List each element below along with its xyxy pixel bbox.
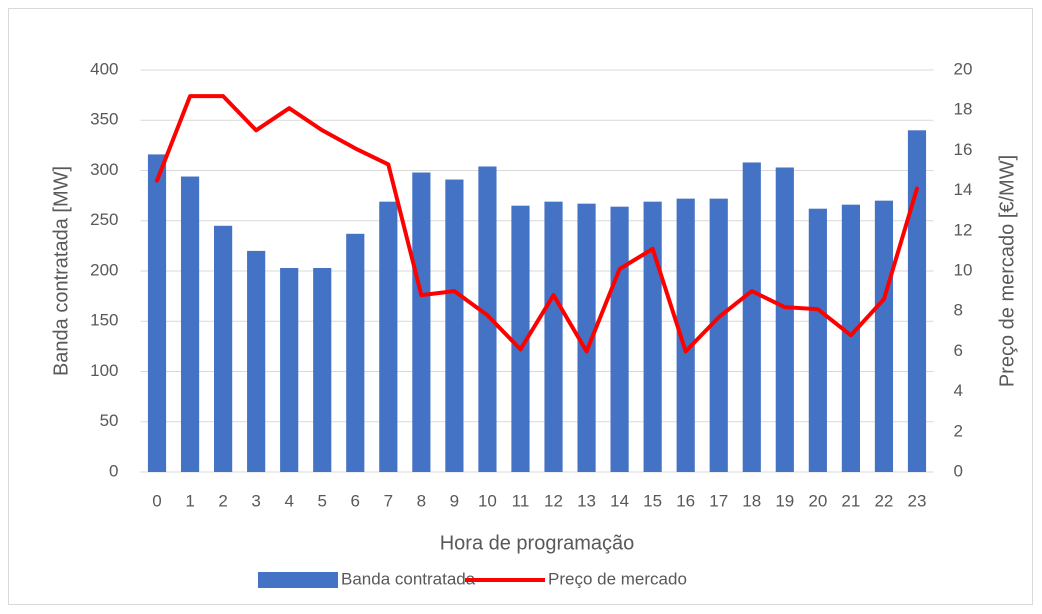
bar xyxy=(478,166,497,473)
y-tick-label: 200 xyxy=(90,260,118,279)
x-tick-label: 14 xyxy=(610,491,629,510)
bar xyxy=(907,130,927,473)
x-tick-label: 1 xyxy=(185,491,194,510)
bar xyxy=(676,198,695,472)
bar xyxy=(808,208,827,472)
bar xyxy=(742,162,761,472)
bar xyxy=(874,200,894,472)
y2-tick-label: 20 xyxy=(954,59,973,78)
x-tick-label: 15 xyxy=(643,491,662,510)
legend-label: Preço de mercado xyxy=(548,569,687,588)
y-tick-label: 300 xyxy=(90,160,118,179)
x-tick-label: 23 xyxy=(908,491,927,510)
y-tick-label: 50 xyxy=(100,411,119,430)
bar xyxy=(511,205,530,473)
bar xyxy=(147,154,167,473)
x-tick-label: 22 xyxy=(874,491,893,510)
x-axis-label: Hora de programação xyxy=(440,532,635,554)
y2-tick-label: 16 xyxy=(954,140,973,159)
y2-tick-label: 14 xyxy=(954,180,973,199)
x-tick-label: 16 xyxy=(676,491,695,510)
y2-tick-label: 18 xyxy=(954,100,973,119)
bar xyxy=(379,201,398,472)
bar xyxy=(412,172,431,472)
y2-tick-label: 4 xyxy=(954,381,963,400)
legend-label: Banda contratada xyxy=(341,569,476,588)
y-tick-label: 400 xyxy=(90,59,118,78)
y-tick-label: 150 xyxy=(90,311,118,330)
y2-axis-label: Preço de mercado [€/MW] xyxy=(996,155,1018,387)
x-tick-label: 13 xyxy=(577,491,596,510)
line xyxy=(155,94,919,354)
x-tick-label: 4 xyxy=(284,491,293,510)
bar xyxy=(643,201,662,472)
bar xyxy=(775,167,794,473)
y-tick-label: 100 xyxy=(90,361,118,380)
x-tick-label: 20 xyxy=(808,491,827,510)
x-tick-label: 5 xyxy=(317,491,326,510)
bar xyxy=(214,225,233,472)
x-tick-label: 9 xyxy=(450,491,459,510)
y2-tick-label: 2 xyxy=(954,421,963,440)
x-tick-label: 21 xyxy=(841,491,860,510)
x-tick-label: 6 xyxy=(351,491,360,510)
y2-tick-label: 6 xyxy=(954,341,963,360)
bar xyxy=(313,267,332,472)
y-tick-label: 250 xyxy=(90,210,118,229)
x-tick-label: 17 xyxy=(709,491,728,510)
legend-swatch xyxy=(258,572,338,588)
y-axis-label: Banda contratada [MW] xyxy=(50,166,72,376)
bar xyxy=(709,198,728,472)
y-tick-label: 0 xyxy=(109,461,118,480)
bar xyxy=(610,206,629,472)
x-tick-label: 18 xyxy=(742,491,761,510)
x-tick-label: 19 xyxy=(775,491,794,510)
x-tick-label: 2 xyxy=(218,491,227,510)
bar xyxy=(841,204,860,473)
bar xyxy=(544,201,563,472)
x-tick-label: 10 xyxy=(478,491,497,510)
bar xyxy=(445,179,464,473)
bar xyxy=(346,233,365,472)
y2-tick-label: 10 xyxy=(954,260,973,279)
x-tick-label: 8 xyxy=(417,491,426,510)
bar xyxy=(247,250,266,472)
bar xyxy=(577,203,596,473)
y2-tick-label: 8 xyxy=(954,301,963,320)
x-tick-label: 0 xyxy=(152,491,161,510)
x-tick-label: 11 xyxy=(512,491,530,510)
bar xyxy=(280,267,299,472)
x-tick-label: 3 xyxy=(251,491,260,510)
y2-tick-label: 12 xyxy=(954,220,973,239)
bar xyxy=(180,176,200,472)
x-tick-label: 12 xyxy=(544,491,563,510)
y-tick-label: 350 xyxy=(90,110,118,129)
x-tick-label: 7 xyxy=(384,491,393,510)
y2-tick-label: 0 xyxy=(954,461,963,480)
